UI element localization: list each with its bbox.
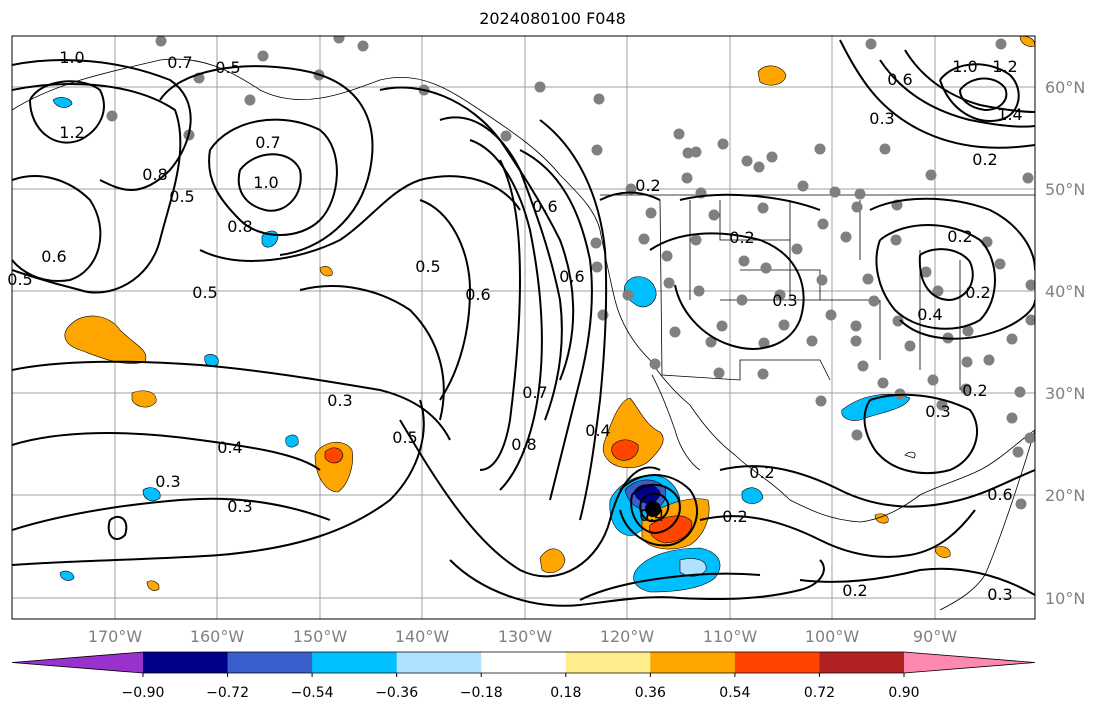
contour-label: 0.6 [465,285,490,304]
colorbar-segment [734,652,820,673]
contour-label: 0.2 [965,283,990,302]
colorbar-tick-label: 0.90 [888,685,919,701]
contour-label: 0.6 [987,485,1012,504]
map-title: 2024080100 F048 [479,9,626,28]
lat-label: 10°N [1045,589,1085,608]
colorbar-tick-label: 0.72 [804,685,835,701]
colorbar-tick-label: 0.36 [635,685,666,701]
colorbar-extend-high [904,652,1035,673]
contour-label: 0.3 [327,391,352,410]
contour-label: 0.7 [522,383,547,402]
colorbar-tick-label: −0.18 [460,685,503,701]
contour-label: 0.5 [392,428,417,447]
colorbar-segment [819,652,905,673]
colorbar-segment [396,652,482,673]
map-frame [11,35,1036,620]
contour-label: 0.3 [227,497,252,516]
colorbar-tick-label: −0.36 [375,685,418,701]
colorbar-tick-label: −0.54 [291,685,334,701]
contour-label: 0.4 [917,305,942,324]
contour-label: 0.6 [532,197,557,216]
contour-label: 0.2 [722,507,747,526]
colorbar-segment [143,652,229,673]
colorbar-segment [565,652,651,673]
contour-label: 0.5 [215,58,240,77]
colorbar-segment [650,652,736,673]
contour-label: 1.0 [59,48,84,67]
contour-label: 0.8 [142,165,167,184]
lon-label: 110°W [703,627,758,646]
contour-label: 0.5 [169,187,194,206]
contour-label: 0.3 [925,402,950,421]
colorbar-segment [481,652,567,673]
contour-label: 0.4 [639,506,664,525]
contour-label: 0.4 [217,438,242,457]
lon-label: 130°W [498,627,553,646]
colorbar-segment [227,652,313,673]
contour-label: 0.2 [729,228,754,247]
contour-label: 1.4 [997,105,1022,124]
lon-label: 90°W [913,627,957,646]
contour-label: 0.6 [559,267,584,286]
lat-label: 20°N [1045,486,1085,505]
contour-label: 0.2 [947,227,972,246]
contour-label: 0.6 [41,247,66,266]
contour-label: 0.2 [842,581,867,600]
map-panel [12,36,1035,619]
colorbar-extend-low [12,652,143,673]
contour-label: 0.3 [155,472,180,491]
contour-label: 0.3 [869,109,894,128]
contour-label: 0.2 [749,463,774,482]
latitude-axis: 60°N 50°N 40°N 30°N 20°N 10°N [1045,78,1085,608]
lon-label: 170°W [88,627,143,646]
contour-label: 0.3 [772,291,797,310]
contour-label: 0.3 [987,585,1012,604]
colorbar-segment [312,652,398,673]
lat-label: 30°N [1045,384,1085,403]
colorbar-tick-label: −0.72 [206,685,249,701]
contour-label: 0.6 [887,70,912,89]
lon-label: 140°W [395,627,450,646]
contour-label: 1.0 [253,173,278,192]
contour-label: 0.2 [972,150,997,169]
contour-label: 0.5 [192,283,217,302]
contour-label: 0.5 [415,257,440,276]
contour-label: 0.7 [255,133,280,152]
contour-label: 0.4 [585,421,610,440]
lat-label: 50°N [1045,180,1085,199]
storm-center-marker [645,501,661,517]
contour-label: 1.0 [952,57,977,76]
contour-label: 0.7 [167,53,192,72]
lon-label: 160°W [190,627,245,646]
lon-label: 120°W [600,627,655,646]
contour-label-group: 1.0 0.5 0.7 1.2 0.8 0.5 0.6 0.5 0.7 1.0 … [7,48,1022,604]
colorbar-tick-label: 0.54 [719,685,750,701]
contour-label: 1.2 [992,57,1017,76]
longitude-axis: 170°W 160°W 150°W 140°W 130°W 120°W 110°… [88,627,957,646]
contour-lines [12,39,1035,607]
lon-label: 150°W [293,627,348,646]
colorbar-tick-label: −0.90 [122,685,165,701]
contour-label: 0.2 [962,381,987,400]
colorbar-tick-label: 0.18 [550,685,581,701]
lon-label: 100°W [805,627,860,646]
contour-label: 0.8 [511,435,536,454]
lat-label: 40°N [1045,282,1085,301]
contour-label: 0.2 [635,176,660,195]
contour-label: 0.5 [7,270,32,289]
contour-label: 1.2 [59,123,84,142]
colorbar: −0.90 −0.72 −0.54 −0.36 −0.18 0.18 0.36 0.54 0.7… [11,651,1036,701]
lat-label: 60°N [1045,78,1085,97]
contour-label: 0.8 [227,217,252,236]
